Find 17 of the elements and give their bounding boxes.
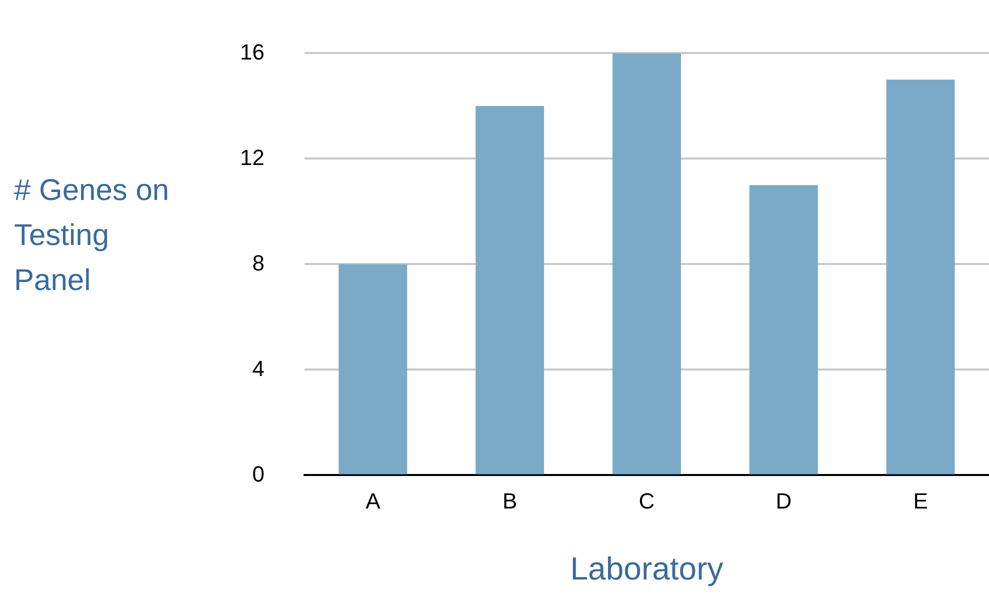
x-tick-label: C — [638, 488, 655, 514]
y-tick-label: 8 — [252, 250, 264, 276]
y-tick-label: 0 — [252, 461, 264, 486]
y-tick-label: 12 — [240, 144, 264, 170]
x-axis-title: Laboratory — [570, 550, 724, 587]
y-tick-label: 16 — [240, 39, 264, 64]
bar — [749, 185, 818, 474]
bar — [886, 80, 955, 474]
bar — [338, 264, 408, 474]
x-tick-label: D — [776, 488, 792, 514]
x-tick-label: E — [913, 488, 928, 514]
bar — [476, 106, 544, 474]
y-axis-title: # Genes on Testing Panel — [14, 173, 170, 299]
x-tick-label: B — [502, 488, 518, 514]
x-tick-label: A — [366, 488, 381, 514]
bar — [612, 53, 681, 474]
y-tick-label: 4 — [252, 356, 264, 381]
